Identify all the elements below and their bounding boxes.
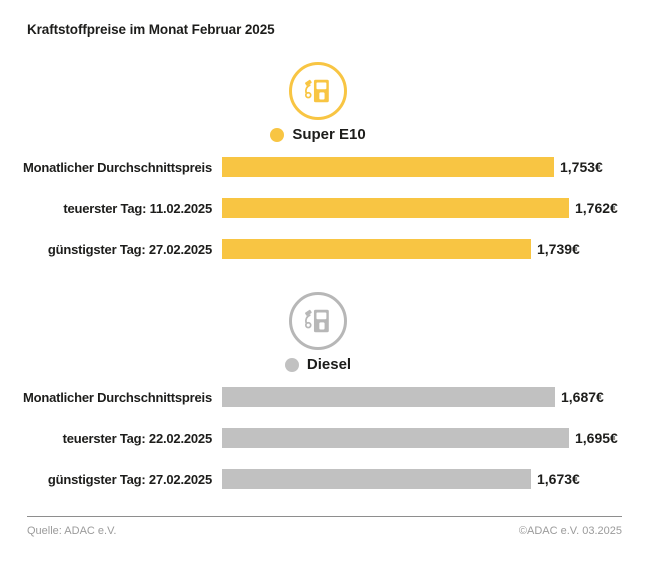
bar-value-label: 1,739€	[537, 241, 580, 257]
bar-value-label: 1,673€	[537, 471, 580, 487]
bar-row-label: günstigster Tag: 27.02.2025	[47, 241, 212, 257]
bar-row: günstigster Tag: 27.02.2025 1,673€	[0, 469, 650, 489]
bar-row-label: Monatlicher Durchschnittspreis	[22, 159, 212, 175]
bar-rows: Monatlicher Durchschnittspreis 1,687€ te…	[0, 387, 650, 489]
legend-label: Diesel	[306, 356, 352, 373]
legend-dot	[270, 127, 285, 142]
bar-row: teuerster Tag: 11.02.2025 1,762€	[0, 198, 650, 218]
bar	[222, 469, 531, 489]
bar	[222, 387, 555, 407]
bar-value-label: 1,687€	[561, 389, 604, 405]
legend-dot	[284, 357, 299, 372]
legend: Diesel	[284, 356, 352, 373]
footer-copyright: ©ADAC e.V. 03.2025	[518, 525, 622, 537]
footer-source: Quelle: ADAC e.V.	[27, 525, 117, 537]
fuel-pump-icon	[289, 292, 347, 350]
fuel-pump-icon	[289, 62, 347, 120]
bar	[222, 239, 531, 259]
bar-value-label: 1,762€	[575, 200, 618, 216]
bar-row: teuerster Tag: 22.02.2025 1,695€	[0, 428, 650, 448]
bar-row-label: günstigster Tag: 27.02.2025	[47, 471, 212, 487]
bar-row: Monatlicher Durchschnittspreis 1,687€	[0, 387, 650, 407]
bar-row-label: teuerster Tag: 22.02.2025	[62, 430, 213, 446]
footer: Quelle: ADAC e.V. ©ADAC e.V. 03.2025	[27, 516, 622, 537]
fuel-section: Diesel Monatlicher Durchschnittspreis 1,…	[0, 292, 650, 489]
bar-row-label: teuerster Tag: 11.02.2025	[63, 200, 212, 216]
fuel-section: Super E10 Monatlicher Durchschnittspreis…	[0, 62, 650, 259]
page-title: Kraftstoffpreise im Monat Februar 2025	[27, 22, 275, 37]
bar	[222, 428, 569, 448]
legend-label: Super E10	[292, 126, 366, 143]
bar	[222, 157, 554, 177]
bar-rows: Monatlicher Durchschnittspreis 1,753€ te…	[0, 157, 650, 259]
bar-row: günstigster Tag: 27.02.2025 1,739€	[0, 239, 650, 259]
bar-value-label: 1,753€	[560, 159, 603, 175]
chart-area: Super E10 Monatlicher Durchschnittspreis…	[0, 62, 650, 489]
bar-row: Monatlicher Durchschnittspreis 1,753€	[0, 157, 650, 177]
bar-row-label: Monatlicher Durchschnittspreis	[22, 389, 212, 405]
legend: Super E10	[270, 126, 366, 143]
bar-value-label: 1,695€	[575, 430, 618, 446]
bar	[222, 198, 569, 218]
